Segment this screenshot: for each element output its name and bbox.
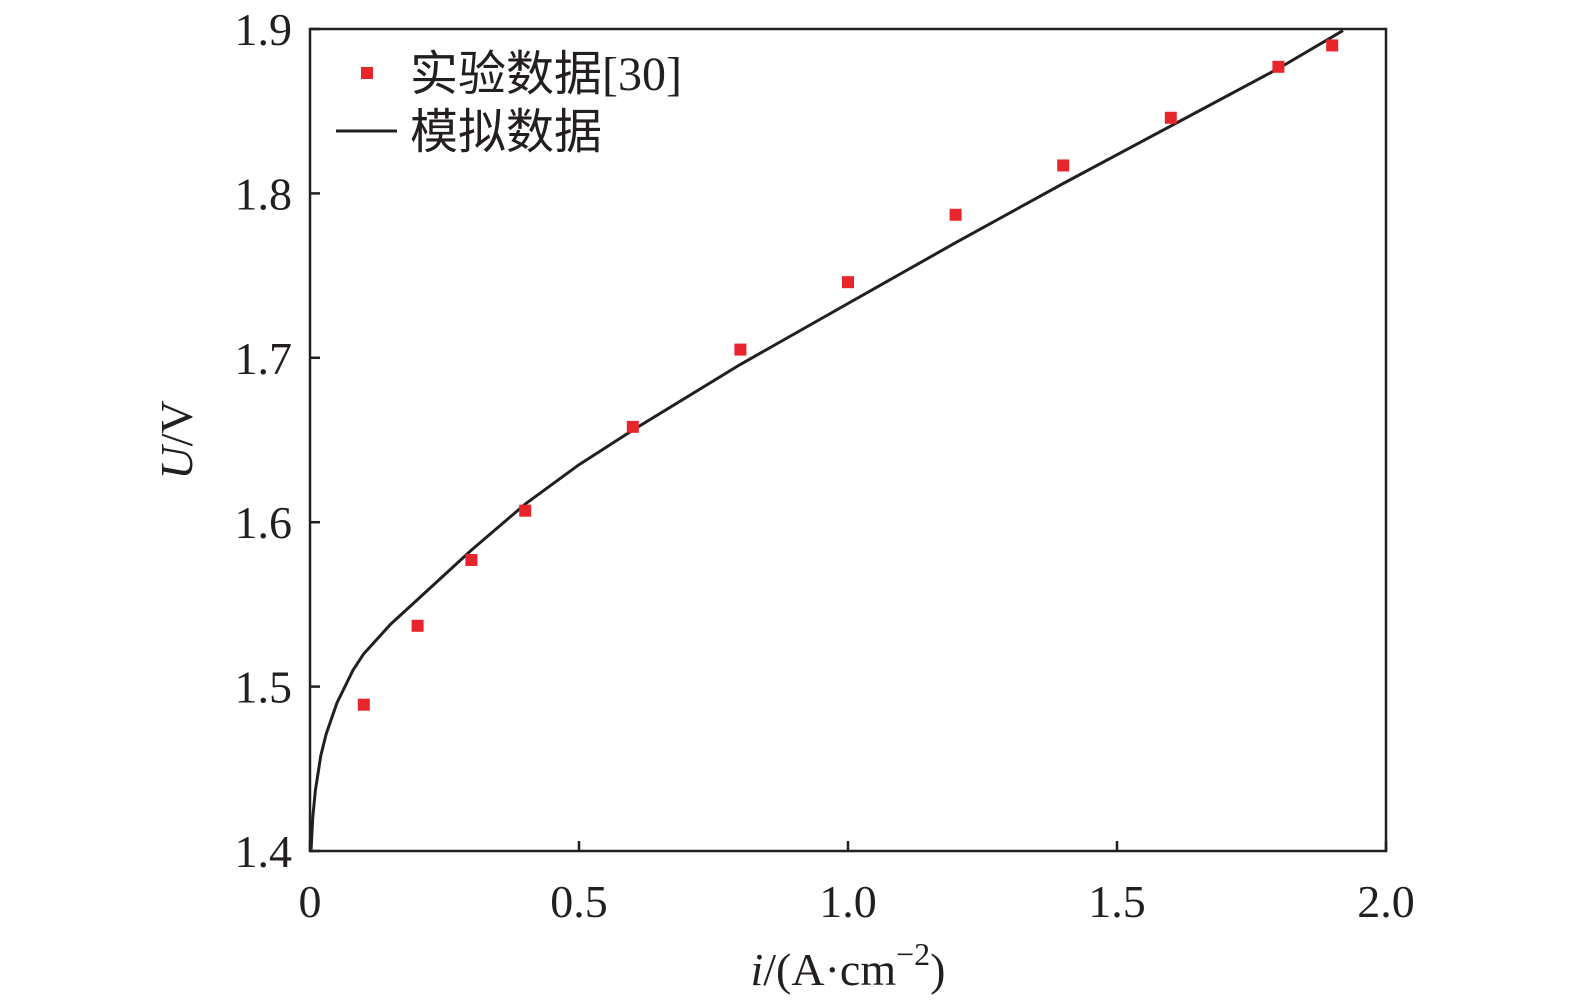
legend-marker-swatch	[361, 67, 373, 79]
experiment-point	[357, 698, 370, 711]
experiment-point	[1326, 39, 1339, 52]
x-tick-label: 1.5	[1088, 876, 1146, 927]
x-axis-title: i/(A·cm−2)	[751, 936, 946, 995]
x-axis-ticks: 0 0.5 1.0 1.5 2.0	[299, 841, 1415, 927]
y-tick-label: 1.8	[235, 168, 293, 219]
simulation-series	[309, 29, 1344, 850]
y-tick-label: 1.4	[235, 826, 293, 877]
experiment-series	[357, 39, 1339, 711]
x-axis-title-close: )	[930, 944, 945, 995]
legend: 实验数据[30] 模拟数据	[336, 48, 682, 159]
y-tick-label: 1.5	[235, 662, 293, 713]
experiment-point	[1164, 111, 1177, 124]
y-axis-ticks: 1.4 1.5 1.6 1.7 1.8 1.9	[235, 4, 320, 877]
simulation-line	[309, 29, 1344, 850]
experiment-point	[1057, 159, 1070, 172]
x-axis-title-unit: /(A·cm	[763, 944, 896, 995]
experiment-point	[626, 420, 639, 433]
x-tick-label: 2.0	[1357, 876, 1415, 927]
y-tick-label: 1.7	[235, 333, 293, 384]
legend-label-experiment: 实验数据[30]	[410, 48, 682, 101]
experiment-point	[465, 554, 478, 567]
x-tick-label: 1.0	[819, 876, 877, 927]
experiment-point	[949, 208, 962, 221]
x-tick-label: 0.5	[550, 876, 608, 927]
y-axis-title-var: U	[151, 444, 202, 480]
experiment-point	[842, 276, 854, 289]
x-tick-label: 0	[299, 876, 322, 927]
x-axis-title-exponent: −2	[896, 936, 930, 972]
y-tick-label: 1.9	[235, 4, 293, 55]
y-tick-label: 1.6	[235, 497, 293, 548]
legend-label-simulation: 模拟数据	[410, 106, 602, 159]
experiment-point	[1272, 60, 1285, 73]
y-axis-title: U/V	[151, 400, 202, 479]
experiment-point	[734, 343, 747, 356]
experiment-point	[411, 619, 424, 632]
x-axis-title-var: i	[751, 944, 764, 995]
y-axis-title-unit: /V	[151, 400, 202, 446]
experiment-point	[519, 504, 532, 517]
